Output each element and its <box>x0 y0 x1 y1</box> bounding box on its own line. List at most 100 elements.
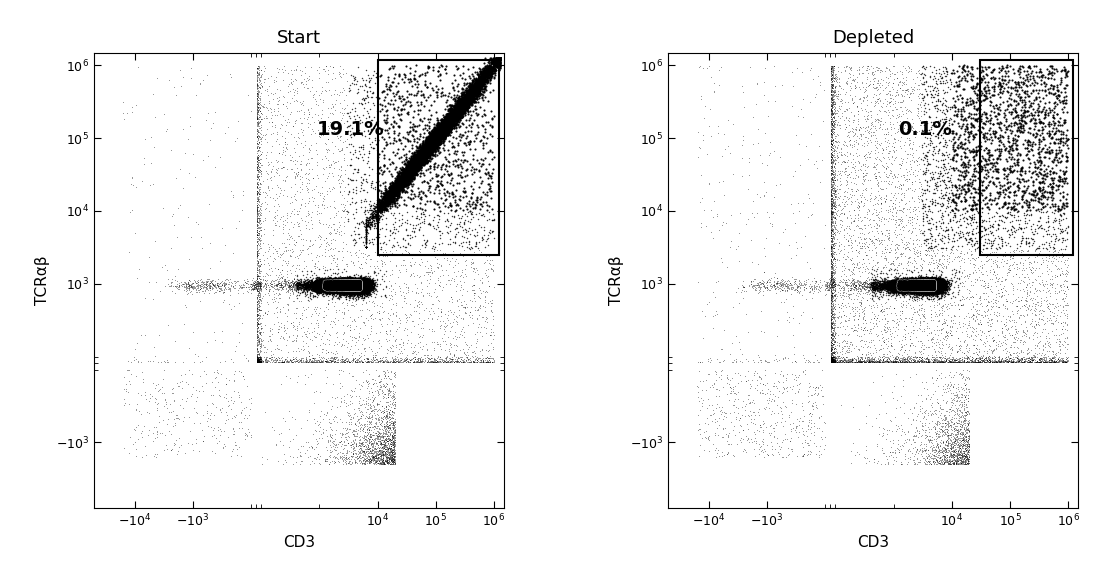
Point <box>917 277 935 287</box>
Point <box>904 286 921 295</box>
Point <box>912 282 930 291</box>
Point <box>354 279 372 288</box>
Point <box>930 279 948 288</box>
Point <box>984 128 1002 138</box>
Point <box>910 281 928 291</box>
Point <box>418 146 436 155</box>
Point <box>348 280 366 290</box>
Point <box>345 281 363 290</box>
Point <box>915 279 932 288</box>
Point <box>351 281 368 290</box>
Point <box>344 281 362 291</box>
Point <box>372 353 389 363</box>
Point <box>338 281 356 290</box>
Point <box>337 280 355 290</box>
Point <box>349 278 367 287</box>
Point <box>429 124 447 133</box>
Point <box>346 283 364 292</box>
Point <box>914 275 931 284</box>
Point <box>906 283 924 292</box>
Point <box>338 280 356 289</box>
Point <box>900 272 918 281</box>
Point <box>922 280 940 290</box>
Point <box>857 183 875 193</box>
Point <box>345 290 363 299</box>
Point <box>351 283 368 292</box>
Point <box>920 280 938 289</box>
Point <box>917 281 935 290</box>
Point <box>348 276 366 286</box>
Point <box>398 165 416 175</box>
Point <box>925 282 942 291</box>
Point <box>331 279 348 288</box>
Point <box>967 205 984 214</box>
Point <box>342 281 359 291</box>
Point <box>311 278 328 287</box>
Point <box>344 284 362 293</box>
Point <box>348 276 366 286</box>
Point <box>341 281 358 291</box>
Point <box>335 280 353 290</box>
Point <box>908 283 926 293</box>
Point <box>905 279 922 288</box>
Point <box>331 280 348 290</box>
Point <box>901 283 919 293</box>
Point <box>889 277 907 287</box>
Point <box>355 278 373 287</box>
Point <box>340 283 357 293</box>
Point <box>345 281 363 290</box>
Point <box>333 284 351 294</box>
Point <box>932 281 950 290</box>
Point <box>335 279 353 288</box>
Point <box>305 277 323 287</box>
Point <box>920 282 938 291</box>
Point <box>413 153 430 162</box>
Point <box>925 279 942 288</box>
Point <box>321 283 338 292</box>
Point <box>326 279 344 288</box>
Point <box>922 280 940 289</box>
Point <box>432 124 450 133</box>
Point <box>343 281 361 290</box>
Point <box>338 282 356 291</box>
Point <box>927 279 945 288</box>
Point <box>331 279 348 288</box>
Point <box>406 163 424 172</box>
Point <box>914 278 931 287</box>
Point <box>351 281 368 290</box>
Point <box>929 412 947 422</box>
Point <box>324 282 342 291</box>
Point <box>916 286 933 295</box>
Point <box>335 281 353 291</box>
Point <box>336 280 354 290</box>
Point <box>328 280 346 290</box>
Point <box>333 281 351 291</box>
Point <box>1058 357 1076 366</box>
Point <box>346 286 364 296</box>
Point <box>348 282 366 291</box>
Point <box>344 283 362 293</box>
Point <box>918 279 936 288</box>
Point <box>936 62 953 71</box>
Point <box>895 277 912 286</box>
Point <box>917 282 935 291</box>
Point <box>355 283 373 293</box>
Point <box>900 281 918 291</box>
Point <box>907 282 925 291</box>
Point <box>908 284 926 294</box>
Point <box>879 288 897 297</box>
Point <box>918 278 936 287</box>
Point <box>911 277 929 286</box>
Point <box>899 280 917 290</box>
Point <box>330 284 347 293</box>
Point <box>914 287 931 296</box>
Point <box>929 282 947 291</box>
Point <box>354 277 372 287</box>
Point <box>337 282 355 291</box>
Point <box>348 279 366 288</box>
Point <box>921 286 939 295</box>
Point <box>916 279 933 288</box>
Point <box>917 283 935 292</box>
Point <box>346 278 364 287</box>
Point <box>910 279 928 288</box>
